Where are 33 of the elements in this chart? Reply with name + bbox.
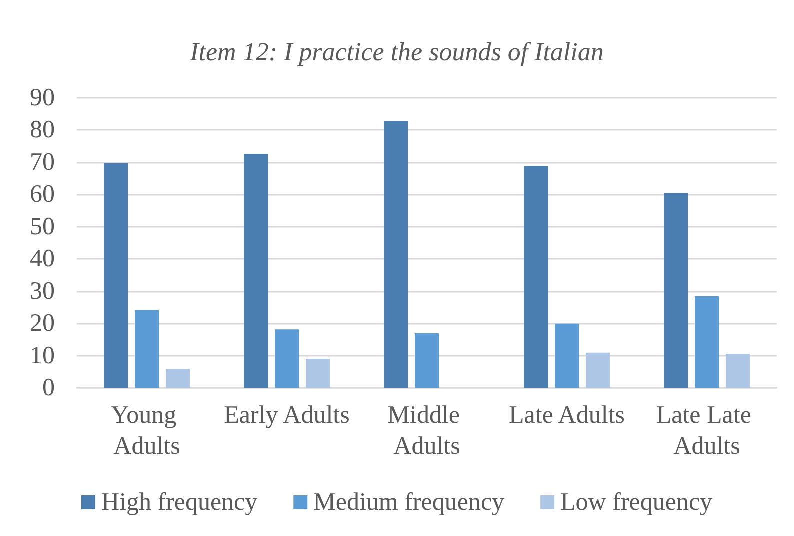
bar bbox=[586, 352, 610, 388]
y-tick-label: 60 bbox=[30, 181, 55, 208]
bar bbox=[726, 354, 750, 388]
y-tick-label: 30 bbox=[30, 278, 55, 305]
y-tick-label: 50 bbox=[30, 213, 55, 240]
bar bbox=[695, 296, 719, 388]
y-tick-label: 20 bbox=[30, 310, 55, 338]
bar bbox=[306, 359, 330, 388]
bar bbox=[166, 368, 190, 388]
x-tick-label: Late Late Adults bbox=[656, 402, 758, 460]
x-tick-label: Early Adults bbox=[224, 402, 350, 429]
x-tick-label: Middle Adults bbox=[388, 402, 466, 460]
bar bbox=[244, 154, 268, 388]
y-tick-label: 0 bbox=[42, 374, 55, 402]
bar bbox=[275, 330, 299, 388]
bar bbox=[415, 334, 439, 388]
bar bbox=[555, 324, 579, 388]
bar bbox=[135, 310, 159, 388]
x-tick-label: Young Adults bbox=[111, 402, 183, 460]
chart-title: Item 12: I practice the sounds of Italian bbox=[189, 38, 604, 66]
bar bbox=[664, 193, 688, 388]
bar bbox=[524, 166, 548, 388]
legend-label: Low frequency bbox=[560, 489, 714, 516]
bar bbox=[104, 163, 128, 388]
y-tick-label: 40 bbox=[30, 246, 55, 273]
y-tick-label: 70 bbox=[30, 148, 55, 176]
bar bbox=[384, 121, 408, 388]
legend-label: High frequency bbox=[101, 489, 258, 516]
y-tick-label: 10 bbox=[30, 342, 55, 370]
x-tick-label: Late Adults bbox=[509, 402, 625, 429]
y-tick-label: 80 bbox=[30, 116, 55, 144]
legend-label: Medium frequency bbox=[314, 489, 506, 516]
y-tick-label: 90 bbox=[30, 84, 55, 112]
